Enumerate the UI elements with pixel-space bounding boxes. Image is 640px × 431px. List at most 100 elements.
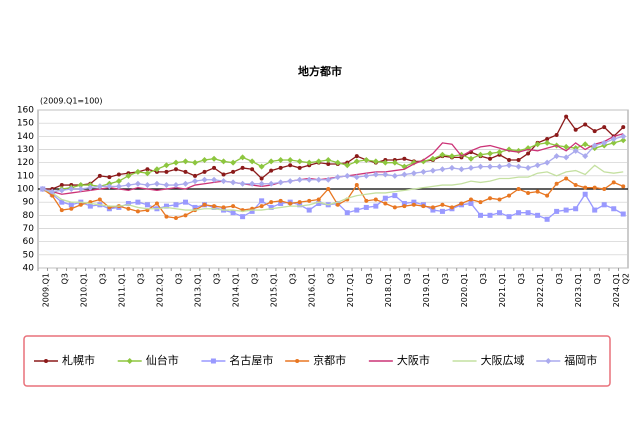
marker [230, 159, 237, 166]
marker [410, 170, 417, 177]
marker [316, 200, 322, 206]
x-tick-label: 2010.Q1 [79, 273, 88, 307]
marker [620, 211, 626, 217]
marker [478, 212, 483, 218]
marker [478, 200, 483, 205]
x-tick-label: Q3 [403, 273, 412, 284]
marker [430, 205, 435, 210]
marker [534, 162, 541, 169]
marker [239, 180, 246, 187]
marker [383, 201, 388, 206]
x-tick-label: Q3 [136, 273, 145, 284]
y-tick-label: 90 [23, 198, 35, 208]
marker [258, 163, 265, 170]
marker [230, 179, 237, 186]
marker [334, 174, 341, 181]
marker [183, 199, 188, 205]
marker [373, 203, 379, 209]
marker [391, 172, 398, 179]
x-tick-label: 2015.Q1 [270, 273, 279, 307]
marker [182, 158, 189, 165]
marker [193, 173, 198, 178]
marker [572, 147, 579, 154]
marker [420, 158, 427, 165]
marker [125, 182, 132, 189]
marker [210, 358, 216, 364]
marker [212, 165, 217, 170]
marker [544, 139, 551, 146]
marker [487, 212, 493, 218]
marker [439, 166, 446, 173]
marker [411, 199, 417, 205]
marker [611, 180, 616, 185]
marker [278, 198, 283, 203]
marker [591, 142, 598, 149]
x-tick-label: 2011.Q1 [117, 273, 126, 307]
marker [382, 195, 388, 201]
marker [373, 197, 378, 202]
marker [259, 176, 264, 181]
marker [135, 209, 140, 214]
marker [526, 190, 531, 195]
marker [231, 169, 236, 174]
marker [467, 164, 474, 171]
marker [154, 201, 159, 206]
marker [382, 159, 389, 166]
marker [87, 203, 93, 209]
marker [326, 161, 331, 166]
marker [554, 208, 560, 214]
marker [364, 198, 369, 203]
marker [269, 200, 274, 205]
marker [297, 202, 303, 208]
marker [315, 176, 322, 183]
marker [487, 150, 494, 157]
x-tick-label: Q3 [441, 273, 450, 284]
marker [164, 169, 169, 174]
marker [269, 168, 274, 173]
marker [69, 206, 74, 211]
x-tick-label: 2018.Q1 [384, 273, 393, 307]
y-tick-label: 100 [17, 185, 34, 195]
marker [297, 200, 302, 205]
marker [78, 202, 83, 207]
marker [545, 136, 550, 141]
marker [68, 202, 74, 208]
marker [534, 141, 541, 148]
marker [372, 171, 379, 178]
marker [515, 147, 522, 154]
marker [391, 159, 398, 166]
marker [239, 154, 246, 161]
subtitle: (2009.Q1=100) [40, 97, 103, 106]
marker [106, 183, 113, 190]
marker [268, 204, 274, 210]
marker [202, 169, 207, 174]
marker [192, 204, 198, 210]
x-tick-label: 2020.Q1 [460, 273, 469, 307]
marker [601, 139, 608, 146]
marker [564, 114, 569, 119]
legend-label: 札幌市 [62, 353, 95, 367]
marker [249, 158, 256, 165]
marker [295, 359, 300, 363]
marker [240, 214, 246, 220]
marker [315, 158, 322, 165]
marker [250, 167, 255, 172]
marker [516, 158, 521, 163]
x-tick-label: Q3 [213, 273, 222, 284]
x-tick-label: Q3 [60, 273, 69, 284]
marker [573, 206, 579, 212]
marker [259, 198, 265, 204]
marker [601, 202, 607, 208]
marker [554, 133, 559, 138]
marker [59, 183, 64, 188]
marker [145, 167, 150, 172]
marker [277, 179, 284, 186]
marker [354, 154, 359, 159]
marker [212, 204, 217, 209]
marker [144, 182, 151, 189]
marker [277, 157, 284, 164]
marker [592, 207, 598, 213]
marker [458, 166, 465, 173]
marker [507, 193, 512, 198]
y-tick-label: 40 [23, 264, 35, 274]
